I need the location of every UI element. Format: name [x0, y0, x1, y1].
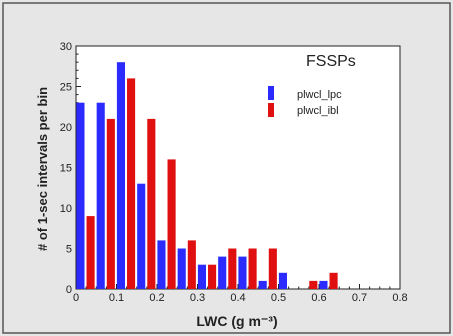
bar-plwcl_ibl-12 — [329, 272, 338, 289]
x-tick-label: 0.3 — [190, 292, 205, 304]
bar-plwcl_lpc-10 — [278, 272, 288, 289]
bar-plwcl_lpc-8 — [238, 256, 247, 289]
bar-plwcl_ibl-4 — [167, 159, 176, 289]
bar-plwcl_lpc-6 — [197, 264, 207, 289]
bar-plwcl_lpc-3 — [137, 183, 146, 289]
bar-plwcl_ibl-5 — [187, 240, 196, 289]
x-tick-label: 0.1 — [109, 292, 124, 304]
legend-swatch-ibl — [268, 103, 274, 117]
bar-plwcl_ibl-8 — [248, 248, 257, 289]
x-tick-label: 0.2 — [149, 292, 164, 304]
bar-plwcl_ibl-11 — [309, 280, 318, 289]
bar-plwcl_lpc-4 — [157, 240, 166, 289]
bar-plwcl_lpc-2 — [116, 62, 126, 290]
legend-label-ibl: plwcl_ibl — [297, 105, 339, 117]
bar-plwcl_lpc-7 — [218, 256, 227, 289]
bar-plwcl_ibl-9 — [268, 248, 277, 289]
bar-plwcl_ibl-1 — [106, 118, 115, 290]
bar-plwcl_ibl-7 — [228, 248, 237, 289]
bar-plwcl_lpc-0 — [76, 102, 85, 289]
y-tick-label: 20 — [60, 122, 72, 134]
y-axis-label: # of 1-sec intervals per bin — [35, 87, 50, 251]
y-tick-label: 15 — [60, 163, 72, 175]
x-tick-label: 0.7 — [352, 292, 367, 304]
x-tick-label: 0.4 — [230, 292, 245, 304]
bar-plwcl_ibl-2 — [127, 78, 136, 290]
bar-plwcl_ibl-0 — [86, 216, 95, 289]
x-tick-label: 0 — [73, 292, 79, 304]
bar-plwcl_lpc-5 — [177, 248, 186, 289]
legend: plwcl_lpc plwcl_ibl — [268, 86, 342, 117]
bar-plwcl_ibl-6 — [208, 264, 217, 289]
legend-label-lpc: plwcl_lpc — [297, 89, 342, 101]
bar-plwcl_ibl-3 — [147, 118, 156, 290]
y-tick-label: 5 — [66, 244, 72, 256]
bar-plwcl_lpc-1 — [96, 102, 105, 289]
x-tick-label: 0.5 — [271, 292, 286, 304]
y-tick-label: 10 — [60, 203, 72, 215]
x-tick-label: 0.8 — [392, 292, 407, 304]
y-tick-label: 25 — [60, 82, 72, 94]
legend-swatch-lpc — [268, 86, 274, 100]
y-tick-label: 30 — [60, 41, 72, 53]
bar-plwcl_lpc-12 — [319, 280, 328, 289]
bar-plwcl_lpc-9 — [258, 280, 267, 289]
x-tick-label: 0.6 — [311, 292, 326, 304]
chart-title: FSSPs — [306, 53, 356, 70]
bars-layer — [76, 62, 338, 290]
x-axis-label: LWC (g m⁻³) — [196, 313, 277, 329]
y-tick-label: 0 — [66, 284, 72, 296]
